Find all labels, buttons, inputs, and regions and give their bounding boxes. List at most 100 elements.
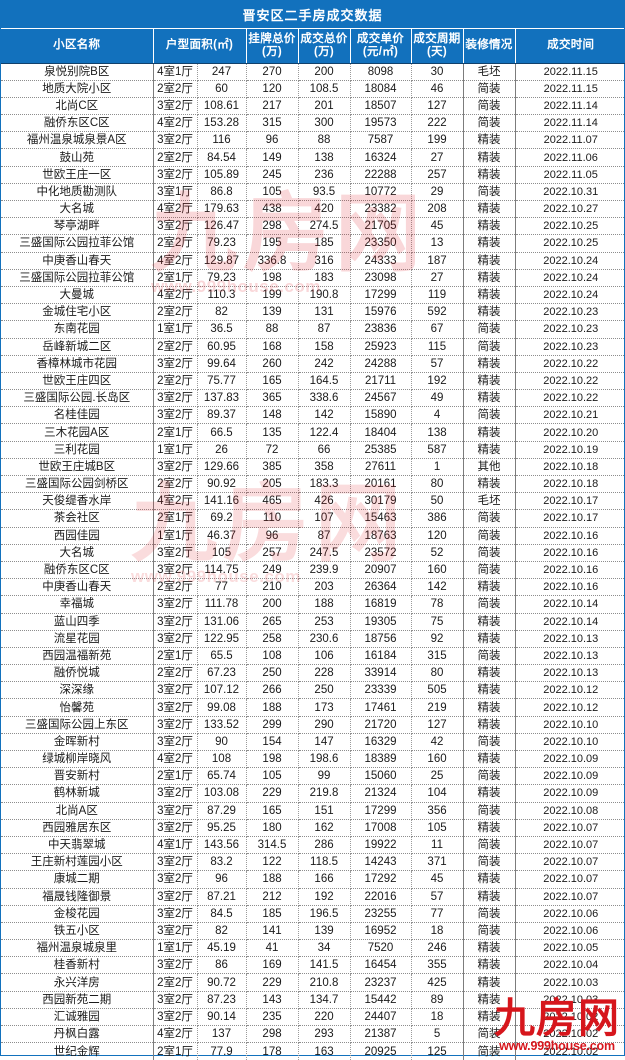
cell-community-name: 大曼城 <box>1 286 154 305</box>
table-row[interactable]: 康城二期 3室2厅 96 188 166 17292 45 精装 2022.10.07 <box>1 870 625 889</box>
cell-ask-price: 210 <box>246 578 299 597</box>
col-header-deal-cycle[interactable]: 成交周期 (天) <box>411 29 464 64</box>
cell-deal-cycle: 4 <box>411 406 464 425</box>
cell-deal-price: 293 <box>298 1025 351 1044</box>
table-row[interactable]: 深深缘 3室2厅 107.12 266 250 23339 505 精装 2022.10.12 <box>1 681 625 700</box>
cell-ask-price: 298 <box>246 217 299 236</box>
cell-layout: 3室2厅 <box>153 716 198 734</box>
table-row[interactable]: 金城住宅小区 2室2厅 82 139 131 15976 592 精装 2022.10.23 <box>1 303 625 322</box>
cell-area: 96 <box>197 870 247 889</box>
cell-community-name: 桂香新村 <box>1 956 154 975</box>
cell-unit-price: 17008 <box>350 819 412 837</box>
cell-deal-cycle: 1 <box>411 458 464 477</box>
table-row[interactable]: 世欧王庄一区 3室2厅 105.89 245 236 22288 257 精装 2022.11.… <box>1 166 625 184</box>
cell-area: 108 <box>197 750 247 769</box>
table-row[interactable]: 融侨东区C区 3室2厅 114.75 249 239.9 20907 160 简装 2022.1… <box>1 561 625 580</box>
table-body: 泉悦别院B区 4室1厅 247 270 200 8098 30 毛坯 2022.11.15 地质大… <box>1 63 625 1060</box>
col-header-name[interactable]: 小区名称 <box>1 29 154 64</box>
cell-layout: 3室2厅 <box>153 97 198 116</box>
table-row[interactable]: 茶会社区 2室1厅 69.2 110 107 15463 386 简装 2022.10.17 <box>1 509 625 528</box>
table-row[interactable]: 泉悦别院B区 4室1厅 247 270 200 8098 30 毛坯 2022.11.15 <box>1 63 625 81</box>
table-row[interactable]: 福晟钱隆御景 3室2厅 87.21 212 192 22016 57 精装 2022.10.07 <box>1 888 625 906</box>
cell-community-name: 西园雅居东区 <box>1 819 154 837</box>
table-row[interactable]: 北尚A区 3室2厅 87.29 165 151 17299 356 简装 2022.10.08 <box>1 802 625 820</box>
table-row[interactable]: 融侨悦城 2室2厅 67.23 250 228 33914 80 精装 2022.10.13 <box>1 664 625 683</box>
cell-ask-price: 195 <box>246 234 299 253</box>
table-row[interactable]: 三盛国际公园拉菲公馆 2室1厅 79.23 198 183 23098 27 精装 2022.1… <box>1 269 625 287</box>
table-row[interactable]: 天俊缇香水岸 4室2厅 141.16 465 426 30179 50 毛坯 2022.10.1… <box>1 492 625 511</box>
cell-community-name: 铁五小区 <box>1 922 154 941</box>
table-row[interactable]: 金晖新村 3室2厅 90 154 147 16329 42 简装 2022.10.10 <box>1 733 625 752</box>
cell-area: 90 <box>197 733 247 752</box>
table-row[interactable]: 绿城柳岸晓风 4室2厅 108 198 198.6 18389 160 精装 2022.10.0… <box>1 750 625 769</box>
table-row[interactable]: 铁五小区 3室2厅 82 141 139 16952 18 简装 2022.10.06 <box>1 922 625 941</box>
cell-ask-price: 365 <box>246 389 299 408</box>
table-row[interactable]: 金梭花园 3室2厅 84.5 185 196.5 23255 77 简装 2022.10.06 <box>1 905 625 923</box>
cell-deal-date: 2022.10.05 <box>515 939 625 958</box>
cell-community-name: 永兴洋房 <box>1 973 154 992</box>
col-header-unit-price[interactable]: 成交单价 (元/㎡) <box>350 29 412 64</box>
table-row[interactable]: 大名城 4室2厅 179.63 438 420 23382 208 精装 2022.10.27 <box>1 200 625 219</box>
table-row[interactable]: 西园雅居东区 3室2厅 95.25 180 162 17008 105 精装 2022.10.0… <box>1 819 625 837</box>
cell-community-name: 香樟林城市花园 <box>1 355 154 373</box>
table-row[interactable]: 三盛国际公园上东区 3室2厅 133.52 299 290 21720 127 精装 2022.… <box>1 716 625 734</box>
table-row[interactable]: 永兴洋房 2室2厅 90.72 229 210.8 23237 425 精装 2022.10.0… <box>1 973 625 992</box>
table-row[interactable]: 晋安新村 2室1厅 65.74 105 99 15060 25 简装 2022.10.09 <box>1 767 625 786</box>
col-header-ask-price[interactable]: 挂牌总价 (万) <box>246 29 299 64</box>
cell-area: 82 <box>197 303 247 322</box>
table-row[interactable]: 三盛国际公园剑桥区 2室2厅 90.92 205 183.3 20161 80 精装 2022.… <box>1 475 625 494</box>
table-row[interactable]: 蓝山四季 3室2厅 131.06 265 253 19305 75 精装 2022.10.14 <box>1 613 625 631</box>
cell-deal-price: 230.6 <box>298 630 351 648</box>
table-row[interactable]: 地质大院小区 2室2厅 60 120 108.5 18084 46 简装 2022.11.15 <box>1 80 625 98</box>
table-row[interactable]: 大名城 3室2厅 105 257 247.5 23572 52 简装 2022.10.16 <box>1 544 625 562</box>
col-header-layout-area[interactable]: 户型面积(㎡) <box>153 29 247 64</box>
cell-unit-price: 23098 <box>350 269 412 287</box>
cell-unit-price: 16454 <box>350 956 412 975</box>
cell-area: 87.21 <box>197 888 247 906</box>
col-header-deal-price[interactable]: 成交总价 (万) <box>298 29 351 64</box>
cell-community-name: 三盛国际公园.长岛区 <box>1 389 154 408</box>
cell-layout: 4室2厅 <box>153 252 198 270</box>
cell-decoration: 精装 <box>462 888 516 906</box>
table-row[interactable]: 桂香新村 3室2厅 86 169 141.5 16454 355 精装 2022.10.04 <box>1 956 625 975</box>
table-row[interactable]: 世欧王庄城B区 3室2厅 129.66 385 358 27611 1 其他 2022.10.1… <box>1 458 625 477</box>
table-row[interactable]: 中庚香山春天 2室2厅 77 210 203 26364 142 精装 2022.10.16 <box>1 578 625 597</box>
table-row[interactable]: 王庄新村莲园小区 3室2厅 83.2 122 118.5 14243 371 简装 2022.1… <box>1 853 625 872</box>
table-row[interactable]: 名桂佳园 3室2厅 89.37 148 142 15890 4 简装 2022.10.21 <box>1 406 625 425</box>
cell-layout: 3室2厅 <box>153 561 198 580</box>
table-row[interactable]: 东南花园 1室1厅 36.5 88 87 23836 67 简装 2022.10.23 <box>1 320 625 339</box>
table-row[interactable]: 福州温泉城泉里 1室1厅 45.19 41 34 7520 246 精装 2022.10.05 <box>1 939 625 958</box>
table-row[interactable]: 汇诚雅园 3室2厅 90.14 235 220 24407 18 精装 2022.10.02 <box>1 1008 625 1027</box>
cell-unit-price: 15463 <box>350 509 412 528</box>
table-row[interactable]: 三盛国际公园.长岛区 3室2厅 137.83 365 338.6 24567 49 精装 202… <box>1 389 625 408</box>
table-row[interactable]: 怡馨苑 3室2厅 99.08 188 173 17461 219 精装 2022.10.12 <box>1 698 625 717</box>
table-row[interactable]: 幸福城 3室2厅 111.78 200 188 16819 78 简装 2022.10.14 <box>1 595 625 614</box>
col-header-decoration[interactable]: 装修情况 <box>463 29 516 64</box>
table-row[interactable]: 大曼城 4室2厅 110.3 199 190.8 17299 119 精装 2022.10.24 <box>1 286 625 305</box>
table-row[interactable]: 鼓山苑 2室2厅 84.54 149 138 16324 27 精装 2022.11.06 <box>1 148 625 167</box>
table-row[interactable]: 岳峰新城二区 2室2厅 60.95 168 158 25923 115 简装 2022.10.2… <box>1 338 625 356</box>
table-row[interactable]: 中庚香山春天 4室2厅 129.87 336.8 316 24333 187 精装 2022.1… <box>1 252 625 270</box>
table-row[interactable]: 西园新苑二期 3室2厅 87.23 143 134.7 15442 89 精装 2022.10.… <box>1 991 625 1009</box>
cell-ask-price: 438 <box>246 200 299 219</box>
table-row[interactable]: 流星花园 3室2厅 122.95 258 230.6 18756 92 精装 2022.10.1… <box>1 630 625 648</box>
table-row[interactable]: 世欧王庄四区 2室2厅 75.77 165 164.5 21711 192 精装 2022.10… <box>1 372 625 391</box>
table-row[interactable]: 北尚C区 3室2厅 108.61 217 201 18507 127 简装 2022.11.14 <box>1 97 625 116</box>
table-row[interactable]: 中天翡翠城 4室1厅 143.56 314.5 286 19922 11 简装 2022.10.… <box>1 836 625 855</box>
table-row[interactable]: 鹤林新城 3室2厅 103.08 229 219.8 21324 104 精装 2022.10.… <box>1 784 625 803</box>
table-row[interactable]: 西园温福新苑 2室1厅 65.5 108 106 16184 315 简装 2022.10.13 <box>1 647 625 666</box>
table-row[interactable]: 香樟林城市花园 3室2厅 99.64 260 242 24288 57 精装 2022.10.2… <box>1 355 625 373</box>
cell-unit-price: 30179 <box>350 492 412 511</box>
cell-deal-date: 2022.10.07 <box>515 836 625 855</box>
table-row[interactable]: 三利花园 1室1厅 26 72 66 25385 587 精装 2022.10.19 <box>1 441 625 459</box>
table-row[interactable]: 福州温泉城泉景A区 3室2厅 116 96 88 7587 199 精装 2022.11.07 <box>1 131 625 150</box>
cell-area: 126.47 <box>197 217 247 236</box>
table-row[interactable]: 三盛国际公园拉菲公馆 2室2厅 79.23 195 185 23350 13 精装 2022.1… <box>1 234 625 253</box>
table-row[interactable]: 中化地质勘测队 3室1厅 86.8 105 93.5 10772 29 简装 2022.10.3… <box>1 183 625 202</box>
table-row[interactable]: 西园佳园 1室1厅 46.37 96 87 18763 120 简装 2022.10.16 <box>1 527 625 545</box>
col-header-deal-date[interactable]: 成交时间 <box>515 29 625 64</box>
table-row[interactable]: 三木花园A区 2室1厅 66.5 135 122.4 18404 138 精装 2022.10.… <box>1 423 625 442</box>
table-row[interactable]: 丹枫白露 4室2厅 137 298 293 21387 5 简装 2022.10.02 <box>1 1025 625 1044</box>
table-row[interactable]: 融侨东区C区 4室2厅 153.28 315 300 19573 222 简装 2022.11.… <box>1 114 625 133</box>
table-row[interactable]: 琴亭湖畔 3室2厅 126.47 298 274.5 21705 45 精装 2022.10.2… <box>1 217 625 236</box>
